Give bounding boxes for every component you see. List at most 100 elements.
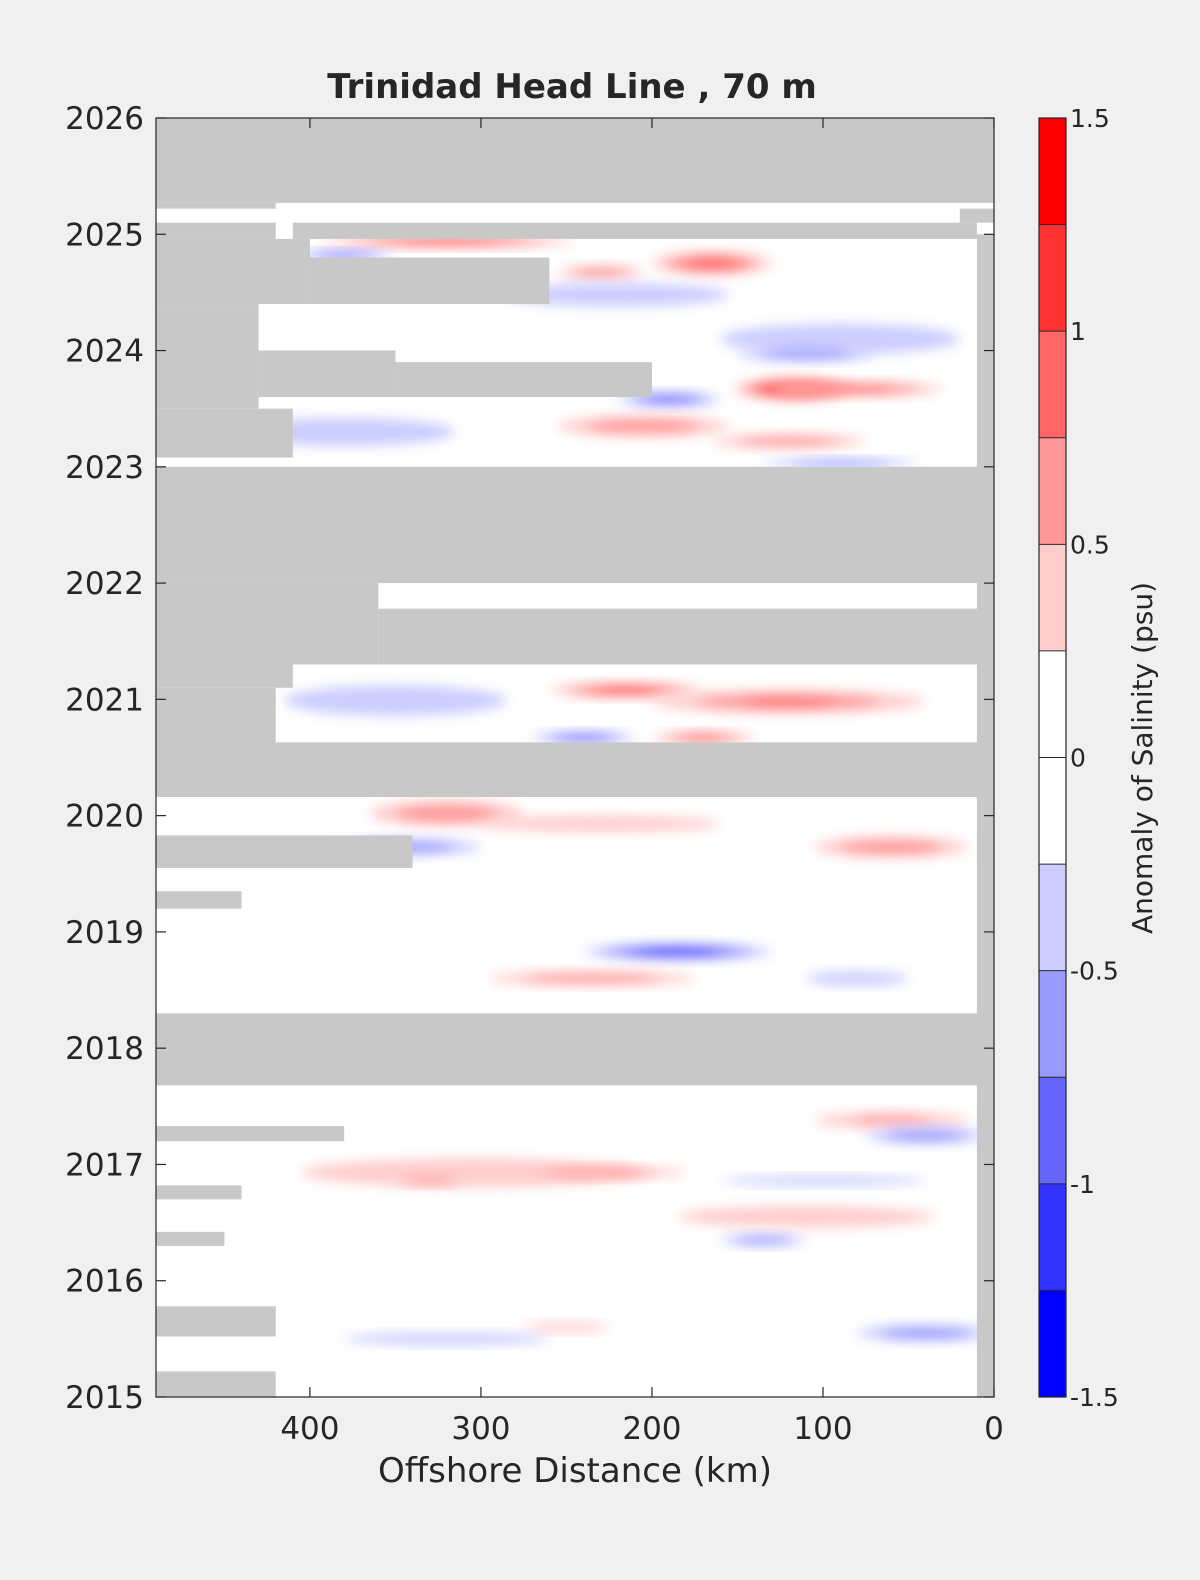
colorbar-tick-label: -1: [1070, 1170, 1095, 1199]
anomaly-feature: [480, 815, 721, 832]
missing-data-band: [395, 362, 652, 398]
colorbar-segment: [1039, 224, 1066, 332]
anomaly-contour: [331, 254, 357, 257]
anomaly-feature: [805, 971, 909, 986]
missing-data-band: [156, 222, 276, 239]
anomaly-feature: [392, 1176, 468, 1186]
y-tick-label: 2022: [65, 566, 144, 602]
anomaly-contour: [586, 270, 615, 275]
anomaly-feature: [771, 381, 943, 396]
chart-title: Trinidad Head Line , 70 m: [327, 67, 817, 107]
x-tick-label: 300: [451, 1411, 510, 1447]
colorbar-segment: [1039, 544, 1066, 651]
missing-data-band: [959, 208, 994, 223]
missing-data-band: [156, 1185, 242, 1200]
y-tick-label: 2025: [65, 217, 144, 253]
anomaly-contour: [570, 736, 597, 740]
anomaly-contour: [658, 950, 697, 954]
anomaly-contour: [831, 974, 883, 982]
anomaly-feature: [515, 1166, 687, 1179]
colorbar-tick-label: -0.5: [1070, 957, 1119, 986]
y-tick-label: 2020: [65, 799, 144, 835]
anomaly-feature: [284, 685, 507, 716]
y-tick-label: 2017: [65, 1147, 144, 1183]
x-axis-label: Offshore Distance (km): [378, 1451, 772, 1491]
anomaly-feature: [720, 323, 960, 355]
missing-data-band: [156, 118, 994, 203]
anomaly-contour: [395, 1335, 499, 1342]
colorbar: -1.5 -1 -0.5 0 0.5 1 1.5: [1038, 104, 1119, 1412]
anomaly-feature: [857, 1324, 994, 1342]
anomaly-contour: [339, 692, 452, 709]
anomaly-feature: [651, 731, 755, 744]
y-tick-label: 2021: [65, 682, 144, 718]
colorbar-segment: [1039, 864, 1066, 971]
x-tick-label: 100: [793, 1411, 852, 1447]
anomaly-contour: [690, 736, 717, 740]
anomaly-contour: [814, 461, 866, 465]
anomaly-feature: [557, 415, 729, 437]
missing-data-band: [156, 664, 293, 688]
anomaly-feature: [814, 836, 969, 858]
anomaly-contour: [902, 1330, 949, 1336]
y-tick-label: 2016: [65, 1264, 144, 1300]
plot-border: [155, 117, 995, 1398]
missing-data-band: [156, 835, 413, 868]
x-tick-label: 0: [984, 1411, 1004, 1447]
anomaly-contour: [780, 331, 900, 347]
colorbar-tick-label: 0.5: [1070, 530, 1110, 559]
anomaly-feature: [814, 1112, 969, 1129]
y-axis: 2015 2016 2017 2018 2019 2020 2021 2022 2023 2024…: [65, 101, 994, 1416]
anomaly-contour: [865, 843, 918, 851]
missing-data-band: [292, 222, 977, 239]
y-tick-label: 2019: [65, 915, 144, 951]
anomaly-contour: [572, 1170, 630, 1175]
colorbar-tick-label: -1.5: [1070, 1383, 1119, 1412]
missing-data-band: [156, 1013, 994, 1086]
anomaly-contour: [610, 688, 642, 692]
anomaly-contour: [741, 1211, 871, 1223]
anomaly-feature: [720, 1176, 926, 1186]
anomaly-contour: [783, 351, 829, 357]
anomaly-feature: [369, 800, 524, 827]
anomaly-feature: [506, 283, 729, 307]
missing-data-bands: [156, 118, 994, 1397]
missing-data-band: [156, 304, 259, 409]
y-tick-label: 2018: [65, 1031, 144, 1067]
colorbar-segment: [1039, 650, 1066, 758]
missing-data-band: [258, 350, 396, 398]
anomaly-contour: [421, 809, 473, 818]
colorbar-tick-label: 1.5: [1070, 104, 1110, 133]
anomaly-feature: [651, 690, 926, 714]
anomaly-feature: [865, 1127, 986, 1144]
colorbar-segment: [1039, 1077, 1066, 1184]
y-tick-label: 2015: [65, 1380, 144, 1416]
colorbar-segment: [1039, 970, 1066, 1078]
anomaly-feature: [557, 265, 644, 280]
x-tick-label: 200: [622, 1411, 681, 1447]
missing-data-band: [156, 202, 276, 209]
anomaly-contour: [696, 260, 727, 267]
anomaly-feature: [720, 1234, 806, 1246]
x-axis: 400 300 200 100 0: [280, 118, 1004, 1447]
missing-data-band: [156, 1126, 345, 1142]
anomaly-feature: [523, 1322, 610, 1332]
anomaly-contour: [545, 1324, 588, 1330]
anomaly-feature: [677, 1206, 935, 1228]
anomaly-contour: [562, 288, 674, 301]
missing-data-band: [156, 583, 379, 665]
missing-data-band: [156, 238, 310, 305]
missing-data-band: [156, 891, 242, 909]
anomaly-features: [232, 235, 994, 1345]
anomaly-feature: [711, 434, 866, 449]
anomaly-contour: [614, 422, 672, 430]
missing-data-band: [378, 608, 994, 665]
y-tick-label: 2023: [65, 450, 144, 486]
anomaly-contour: [763, 438, 815, 444]
missing-data-band: [156, 1231, 225, 1246]
anomaly-feature: [763, 458, 918, 468]
anomaly-contour: [835, 387, 879, 391]
colorbar-segment: [1039, 118, 1066, 225]
missing-data-band: [156, 1306, 276, 1337]
